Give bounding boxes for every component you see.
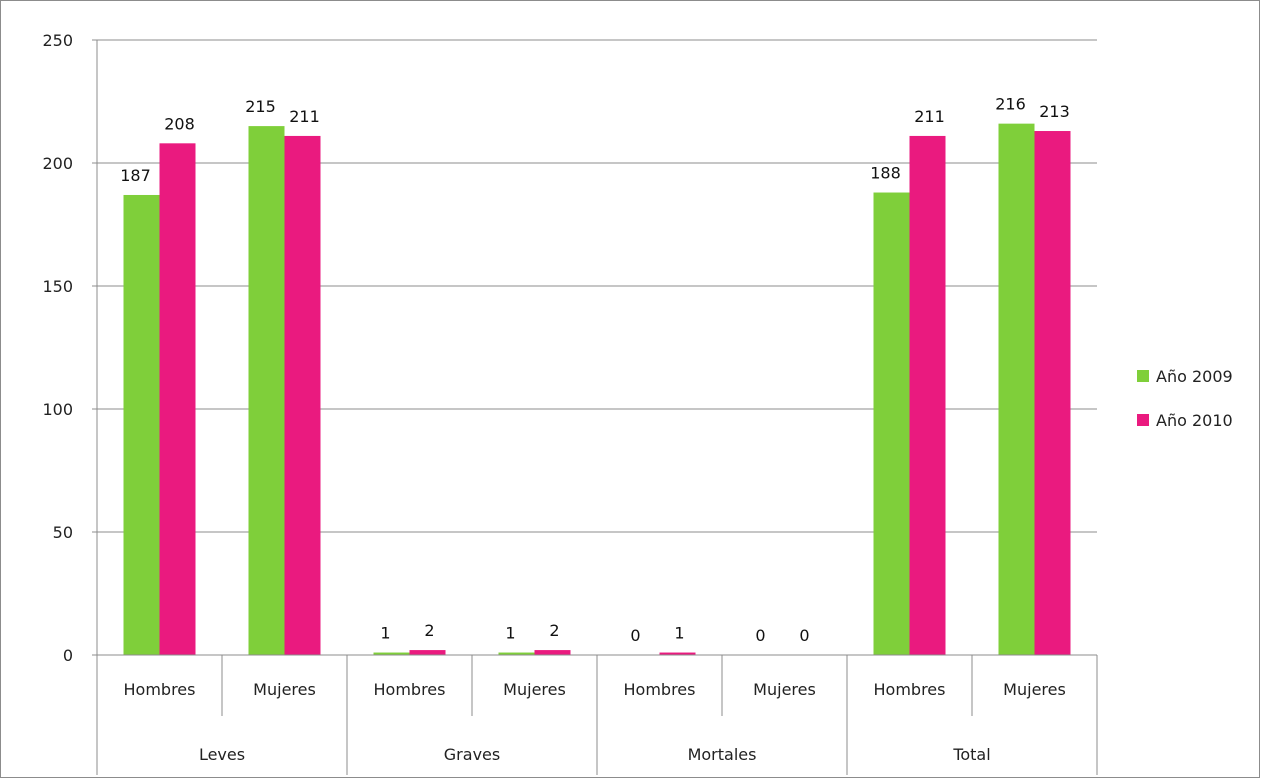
data-label: 187 — [120, 166, 151, 185]
legend-label: Año 2009 — [1156, 367, 1233, 386]
y-tick-label: 100 — [42, 400, 73, 419]
bar — [534, 650, 571, 655]
data-label: 188 — [870, 164, 901, 183]
data-label: 211 — [289, 107, 320, 126]
bar — [284, 135, 321, 655]
bar — [659, 652, 696, 655]
y-tick-label: 50 — [53, 523, 73, 542]
y-axis: 0 50 100 150 200 250 — [42, 31, 98, 775]
data-label: 0 — [630, 626, 640, 645]
y-tick-label: 150 — [42, 277, 73, 296]
data-label: 0 — [755, 626, 765, 645]
data-labels: 187 208 215 211 1 2 1 2 0 1 0 0 188 211 216 213 — [120, 95, 1070, 645]
legend: Año 2009 Año 2010 — [1137, 367, 1233, 430]
x-group-label: Mortales — [688, 745, 757, 764]
x-group-label: Total — [952, 745, 990, 764]
data-label: 216 — [995, 95, 1026, 114]
x-subcategory-label: Hombres — [124, 680, 196, 699]
bar — [873, 192, 910, 655]
legend-swatch — [1137, 370, 1149, 382]
bar — [373, 652, 410, 655]
y-tick-label: 0 — [63, 646, 73, 665]
data-label: 2 — [549, 621, 559, 640]
data-label: 2 — [424, 621, 434, 640]
x-subcategory-label: Mujeres — [1003, 680, 1066, 699]
legend-label: Año 2010 — [1156, 411, 1233, 430]
data-label: 208 — [164, 114, 195, 133]
bar — [498, 652, 535, 655]
bar — [998, 123, 1035, 655]
data-label: 211 — [914, 107, 945, 126]
legend-swatch — [1137, 414, 1149, 426]
bars — [123, 123, 1071, 656]
x-subcategory-label: Hombres — [374, 680, 446, 699]
x-group-label: Leves — [199, 745, 245, 764]
data-label: 1 — [674, 624, 684, 643]
data-label: 1 — [380, 624, 390, 643]
data-label: 215 — [245, 97, 276, 116]
x-subcategory-label: Mujeres — [503, 680, 566, 699]
x-subcategory-label: Mujeres — [753, 680, 816, 699]
x-subcategory-label: Mujeres — [253, 680, 316, 699]
data-label: 1 — [505, 624, 515, 643]
x-subcategory-label: Hombres — [874, 680, 946, 699]
bar — [248, 126, 285, 656]
x-axis: Hombres Mujeres Hombres Mujeres Hombres Mujer… — [97, 654, 1098, 775]
bar — [909, 135, 946, 655]
data-label: 213 — [1039, 102, 1070, 121]
y-tick-label: 200 — [42, 154, 73, 173]
data-label: 0 — [799, 626, 809, 645]
y-tick-label: 250 — [42, 31, 73, 50]
x-group-label: Graves — [444, 745, 500, 764]
bar — [123, 194, 160, 656]
x-subcategory-label: Hombres — [624, 680, 696, 699]
bar — [159, 143, 196, 655]
gridlines — [97, 39, 1097, 656]
bar — [1034, 131, 1071, 655]
bar — [409, 650, 446, 655]
